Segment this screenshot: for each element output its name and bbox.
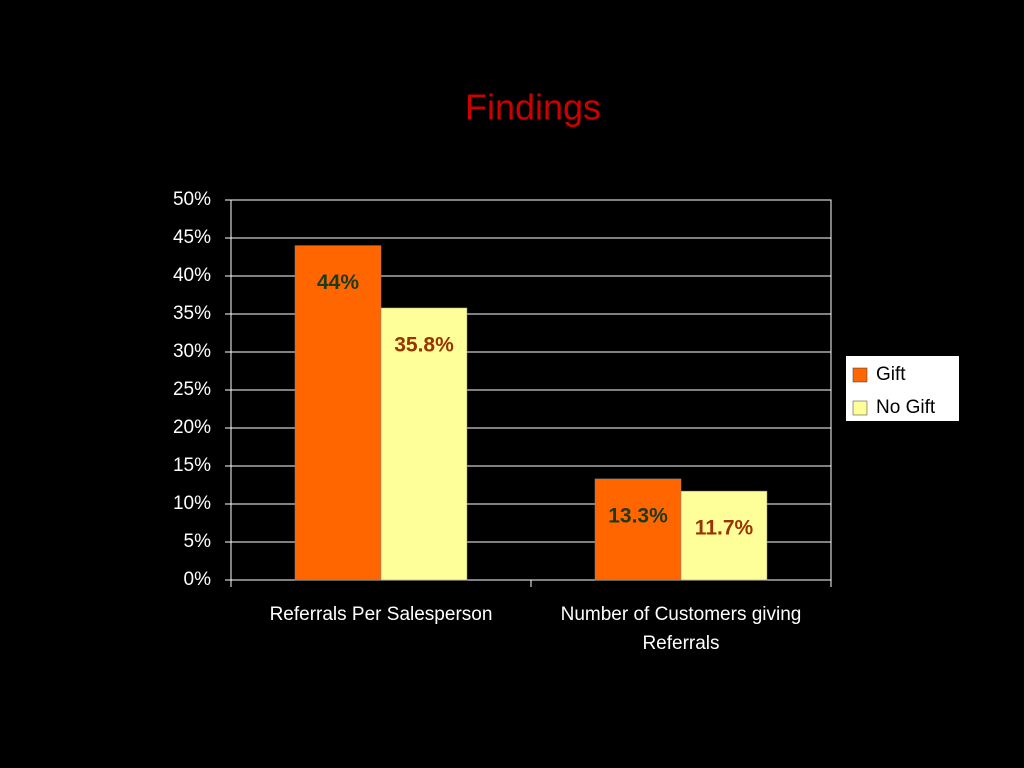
y-tick-label: 20% (173, 417, 211, 438)
y-tick-label: 10% (173, 493, 211, 514)
bar (680, 490, 768, 581)
x-tick-label: Referrals Per Salesperson (269, 604, 493, 625)
y-tick-label: 40% (173, 265, 211, 286)
data-label: 44% (317, 271, 359, 294)
y-tick-label: 15% (173, 455, 211, 476)
data-label: 11.7% (695, 517, 754, 540)
chart-title: Findings (465, 87, 601, 128)
data-label: 13.3% (608, 504, 668, 527)
y-tick-label: 50% (173, 189, 211, 210)
legend-label: Gift (876, 364, 906, 385)
y-tick-label: 35% (173, 303, 211, 324)
data-label: 35.8% (394, 333, 454, 356)
bar (294, 245, 382, 581)
y-tick-label: 45% (173, 227, 211, 248)
legend-swatch (852, 400, 868, 416)
y-tick-label: 30% (173, 341, 211, 362)
x-tick-label: Number of Customers giving Referrals (560, 604, 802, 654)
y-tick-label: 0% (184, 569, 212, 590)
y-tick-label: 25% (173, 379, 211, 400)
legend-label: No Gift (876, 397, 936, 418)
bar (594, 478, 682, 581)
y-tick-label: 5% (184, 531, 212, 552)
bar (380, 307, 468, 581)
legend-swatch (852, 367, 868, 383)
